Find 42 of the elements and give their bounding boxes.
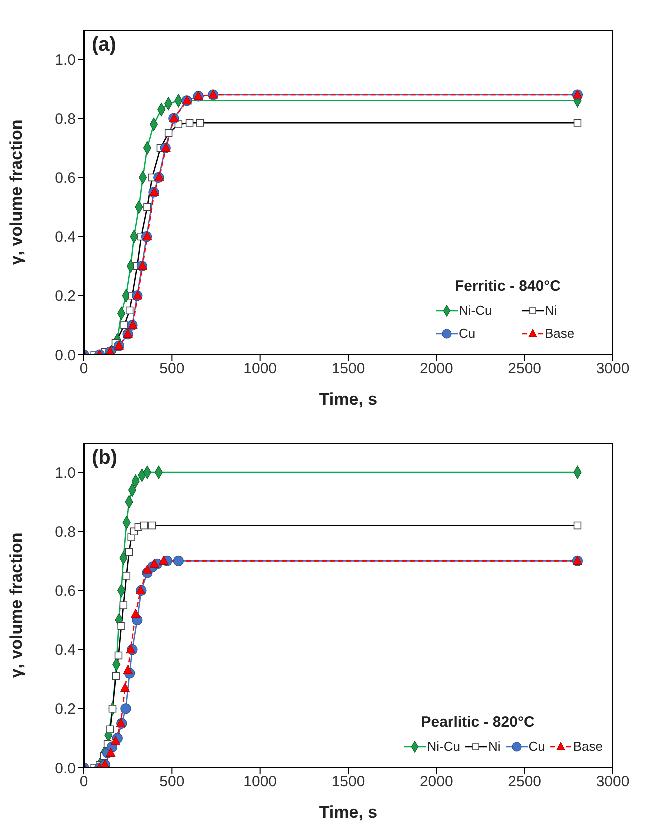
legend-label: Cu bbox=[528, 739, 546, 754]
annotation: (b) bbox=[92, 447, 118, 470]
legend-label: Ni-Cu bbox=[459, 303, 492, 318]
y-tick-label: 1.0 bbox=[55, 52, 76, 69]
y-tick-label: 0.8 bbox=[55, 524, 76, 541]
x-axis-title: Time, s bbox=[319, 803, 378, 822]
y-tick-label: 1.0 bbox=[55, 464, 76, 482]
x-tick-label: 2000 bbox=[420, 360, 454, 378]
x-tick-label: 3000 bbox=[596, 774, 630, 791]
x-tick-label: 1000 bbox=[244, 774, 278, 791]
y-tick-label: 0.0 bbox=[55, 760, 76, 778]
y-tick-label: 0.2 bbox=[55, 701, 76, 718]
legend-title: Pearlitic - 820°C bbox=[420, 714, 536, 731]
y-axis-title: γ, volume fraction bbox=[7, 120, 26, 266]
y-tick-label: 0.6 bbox=[55, 583, 76, 600]
legend-label: Ni-Cu bbox=[427, 739, 460, 754]
legend-label: Ni bbox=[488, 739, 501, 754]
x-tick-label: 2500 bbox=[508, 774, 542, 791]
x-tick-label: 3000 bbox=[596, 360, 630, 378]
y-axis-title: γ, volume fraction bbox=[7, 532, 26, 678]
x-tick-label: 1500 bbox=[332, 774, 366, 791]
legend-label: Ni bbox=[545, 303, 558, 318]
legend-label: Base bbox=[573, 739, 603, 754]
x-tick-label: 0 bbox=[80, 360, 88, 378]
annotation: (a) bbox=[92, 34, 116, 57]
y-tick-label: 0.0 bbox=[55, 347, 76, 364]
legend-title: Ferritic - 840°C bbox=[454, 278, 562, 295]
x-tick-label: 2000 bbox=[420, 774, 454, 791]
y-tick-label: 0.4 bbox=[55, 229, 76, 246]
x-tick-label: 2500 bbox=[508, 360, 542, 378]
x-tick-label: 500 bbox=[160, 774, 185, 791]
x-tick-label: 1500 bbox=[332, 360, 366, 378]
y-tick-label: 0.8 bbox=[55, 110, 76, 128]
y-tick-label: 0.2 bbox=[55, 288, 76, 306]
legend-label: Cu bbox=[459, 326, 476, 341]
x-tick-label: 1000 bbox=[244, 360, 278, 378]
x-tick-label: 0 bbox=[80, 774, 88, 791]
y-tick-label: 0.6 bbox=[55, 170, 76, 188]
y-tick-label: 0.4 bbox=[55, 642, 76, 660]
x-axis-title: Time, s bbox=[319, 390, 378, 409]
x-tick-label: 500 bbox=[160, 360, 185, 378]
legend-label: Base bbox=[545, 326, 575, 341]
